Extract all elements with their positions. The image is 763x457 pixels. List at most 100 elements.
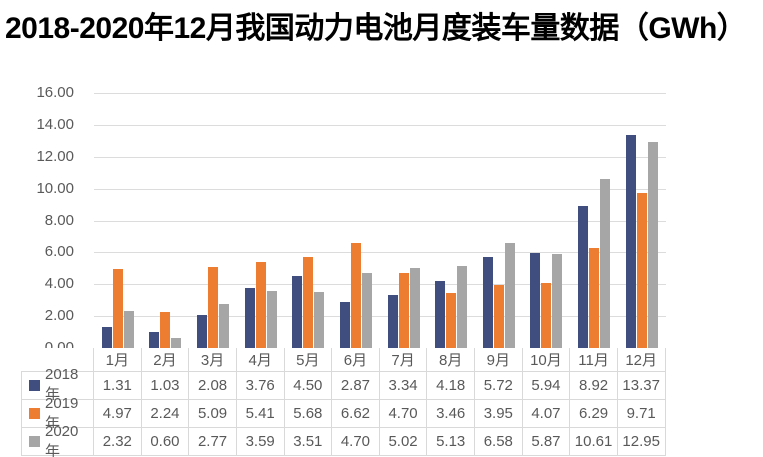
- legend-swatch-2018年: [29, 379, 40, 391]
- month-header-11月: 11月: [570, 348, 618, 372]
- bar-2018年-9月: [482, 256, 493, 348]
- value-2018年-5月: 4.50: [284, 371, 333, 400]
- gridline: [94, 252, 666, 254]
- value-2018年-12月: 13.37: [617, 371, 666, 400]
- bar-group-2月: [142, 93, 190, 348]
- month-header-5月: 5月: [284, 348, 333, 372]
- legend-swatch-2019年: [29, 408, 40, 420]
- bar-2018年-8月: [435, 281, 446, 348]
- value-2018年-2月: 1.03: [141, 371, 190, 400]
- bar-2019年-1月: [112, 268, 123, 348]
- bar-2020年-11月: [600, 178, 611, 348]
- value-2020年-8月: 5.13: [427, 428, 475, 457]
- bar-2020年-6月: [361, 273, 372, 348]
- value-2018年-11月: 8.92: [570, 371, 618, 400]
- table-corner-cell: [21, 348, 94, 372]
- bar-2018年-3月: [197, 314, 208, 348]
- bar-2019年-12月: [636, 193, 647, 348]
- value-2020年-3月: 2.77: [189, 428, 237, 457]
- bar-2019年-11月: [589, 247, 600, 348]
- value-2019年-7月: 4.70: [379, 399, 428, 429]
- value-2018年-7月: 3.34: [379, 371, 428, 400]
- bar-2020年-12月: [647, 141, 658, 348]
- month-header-12月: 12月: [617, 348, 666, 372]
- bar-2019年-4月: [255, 261, 266, 348]
- data-table: 1月 2月 3月 4月 5月 6月 7月 8月 9月 10月 11月 12月 2018年 1.31 1.03…: [21, 348, 666, 457]
- value-2019年-1月: 4.97: [94, 399, 142, 429]
- value-2018年-8月: 4.18: [427, 371, 475, 400]
- value-2019年-12月: 9.71: [617, 399, 666, 429]
- y-tick-label: 4.00: [44, 275, 74, 293]
- bar-2018年-11月: [578, 205, 589, 348]
- value-2019年-10月: 4.07: [522, 399, 571, 429]
- value-2019年-3月: 5.09: [189, 399, 237, 429]
- bar-2019年-7月: [398, 273, 409, 348]
- month-header-7月: 7月: [379, 348, 428, 372]
- value-2018年-6月: 2.87: [332, 371, 380, 400]
- bar-2018年-10月: [530, 253, 541, 348]
- month-header-2月: 2月: [141, 348, 190, 372]
- bar-group-3月: [189, 93, 237, 348]
- bar-2020年-2月: [171, 338, 182, 348]
- bar-group-6月: [332, 93, 380, 348]
- gridline: [94, 124, 666, 126]
- value-2019年-4月: 5.41: [236, 399, 285, 429]
- value-2019年-9月: 3.95: [475, 399, 523, 429]
- y-tick-label: 16.00: [36, 84, 74, 101]
- bar-2020年-10月: [552, 254, 563, 348]
- gridline: [94, 316, 666, 318]
- bar-2018年-1月: [101, 327, 112, 348]
- value-2019年-8月: 3.46: [427, 399, 475, 429]
- bar-2019年-2月: [160, 312, 171, 348]
- bar-2018年-6月: [339, 302, 350, 348]
- value-2018年-4月: 3.76: [236, 371, 285, 400]
- value-2018年-9月: 5.72: [475, 371, 523, 400]
- bar-group-9月: [475, 93, 523, 348]
- bar-group-8月: [427, 93, 475, 348]
- value-2020年-5月: 3.51: [284, 428, 333, 457]
- bar-group-10月: [523, 93, 571, 348]
- bar-2018年-2月: [149, 331, 160, 348]
- bar-group-1月: [94, 93, 142, 348]
- value-2020年-12月: 12.95: [617, 428, 666, 457]
- bar-2018年-12月: [625, 134, 636, 348]
- month-header-8月: 8月: [427, 348, 475, 372]
- legend-cell-2020年: 2020年: [21, 423, 94, 457]
- bar-2020年-8月: [457, 266, 468, 348]
- value-2019年-5月: 5.68: [284, 399, 333, 429]
- bar-2020年-3月: [219, 303, 230, 348]
- month-header-6月: 6月: [332, 348, 380, 372]
- value-2020年-10月: 5.87: [522, 428, 571, 457]
- gridline: [94, 188, 666, 190]
- bar-group-4月: [237, 93, 285, 348]
- y-tick-label: 12.00: [36, 147, 74, 165]
- month-header-9月: 9月: [475, 348, 523, 372]
- gridline: [94, 284, 666, 286]
- bar-group-7月: [380, 93, 428, 348]
- month-header-3月: 3月: [189, 348, 237, 372]
- value-2019年-11月: 6.29: [570, 399, 618, 429]
- gridline: [94, 220, 666, 222]
- bar-2019年-8月: [446, 292, 457, 348]
- y-tick-label: 14.00: [36, 115, 74, 133]
- value-2019年-6月: 6.62: [332, 399, 380, 429]
- legend-cell-2019年: 2019年: [21, 395, 94, 432]
- gridline: [94, 156, 666, 158]
- value-2020年-9月: 6.58: [475, 428, 523, 457]
- legend-label-2018年: 2018年: [45, 366, 79, 404]
- month-header-10月: 10月: [522, 348, 571, 372]
- bar-2019年-10月: [541, 283, 552, 348]
- bar-2018年-4月: [244, 288, 255, 348]
- bar-2018年-5月: [292, 276, 303, 348]
- chart-title: 2018-2020年12月我国动力电池月度装车量数据（GWh）: [5, 12, 747, 45]
- y-tick-label: 10.00: [36, 179, 74, 197]
- legend-label-2020年: 2020年: [45, 422, 79, 457]
- y-tick-label: 2.00: [44, 307, 74, 325]
- plot-area: [94, 93, 666, 349]
- bar-group-12月: [618, 93, 666, 348]
- bar-2020年-1月: [123, 311, 134, 348]
- value-2018年-3月: 2.08: [189, 371, 237, 400]
- bar-2020年-7月: [409, 268, 420, 348]
